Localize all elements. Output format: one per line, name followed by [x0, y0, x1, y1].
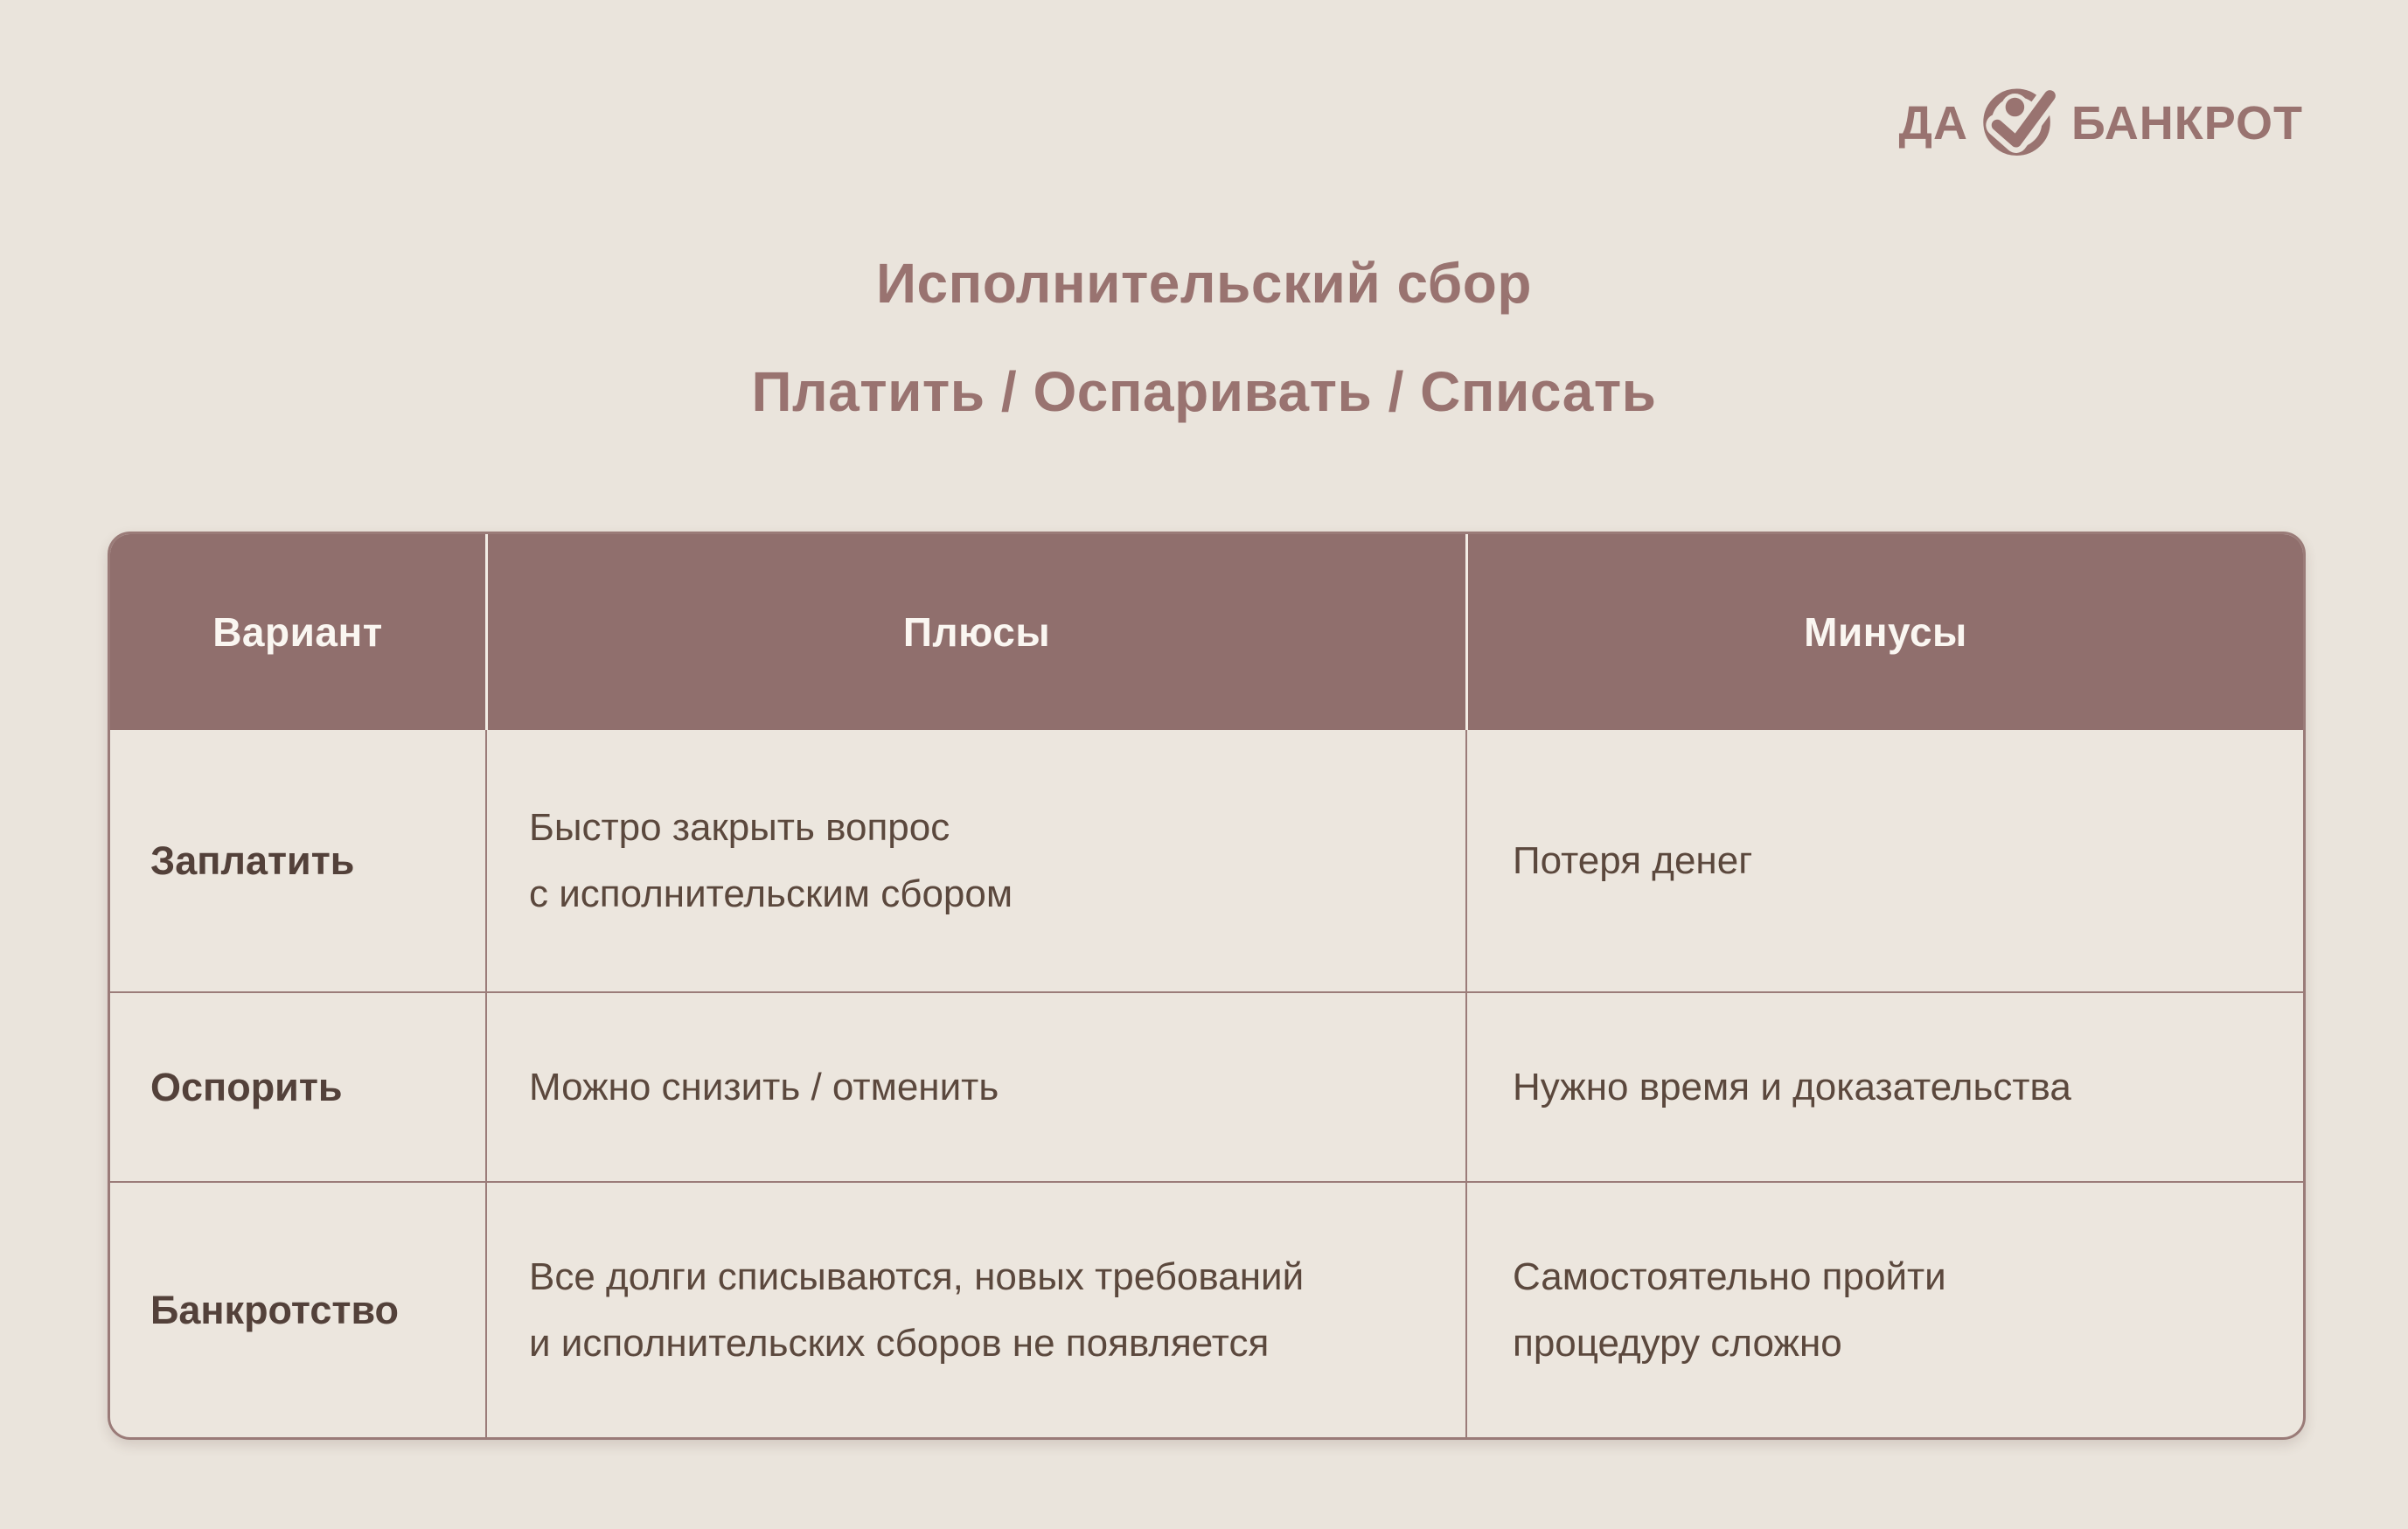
comparison-table: Вариант Плюсы Минусы Заплатить Быстро за…: [108, 532, 2306, 1440]
title-line-2: Платить / Оспаривать / Списать: [751, 360, 1657, 423]
table-row-bankruptcy: Банкротство Все долги списываются, новых…: [110, 1181, 2303, 1437]
logo-text-da: ДА: [1898, 97, 1968, 149]
cons-cell-bankruptcy: Самостоятельно пройти процедуру сложно: [1465, 1183, 2303, 1437]
table-header-row: Вариант Плюсы Минусы: [110, 534, 2303, 730]
cons-cell-dispute: Нужно время и доказательства: [1465, 993, 2303, 1181]
logo-text-bankrot: БАНКРОТ: [2070, 97, 2303, 149]
pros-cell-dispute: Можно снизить / отменить: [485, 993, 1465, 1181]
page-title: Исполнительский сбор Платить / Оспариват…: [0, 255, 2408, 420]
table-row-pay: Заплатить Быстро закрыть вопрос с исполн…: [110, 730, 2303, 991]
logo: ДА БАНКРОТ: [1899, 83, 2303, 158]
table-row-dispute: Оспорить Можно снизить / отменить Нужно …: [110, 991, 2303, 1181]
pros-cell-bankruptcy: Все долги списываются, новых требований …: [485, 1183, 1465, 1437]
option-cell-dispute: Оспорить: [150, 1064, 343, 1109]
checkmark-person-circle-icon: [1983, 84, 2057, 156]
pros-cell-pay: Быстро закрыть вопрос с исполнительским …: [485, 730, 1465, 991]
column-header-pros: Плюсы: [485, 534, 1465, 730]
option-cell-bankruptcy: Банкротство: [150, 1287, 399, 1332]
column-header-variant: Вариант: [212, 609, 383, 655]
column-header-cons: Минусы: [1465, 534, 2303, 730]
title-line-1: Исполнительский сбор: [876, 252, 1532, 315]
cons-cell-pay: Потеря денег: [1465, 730, 2303, 991]
option-cell-pay: Заплатить: [150, 837, 355, 883]
